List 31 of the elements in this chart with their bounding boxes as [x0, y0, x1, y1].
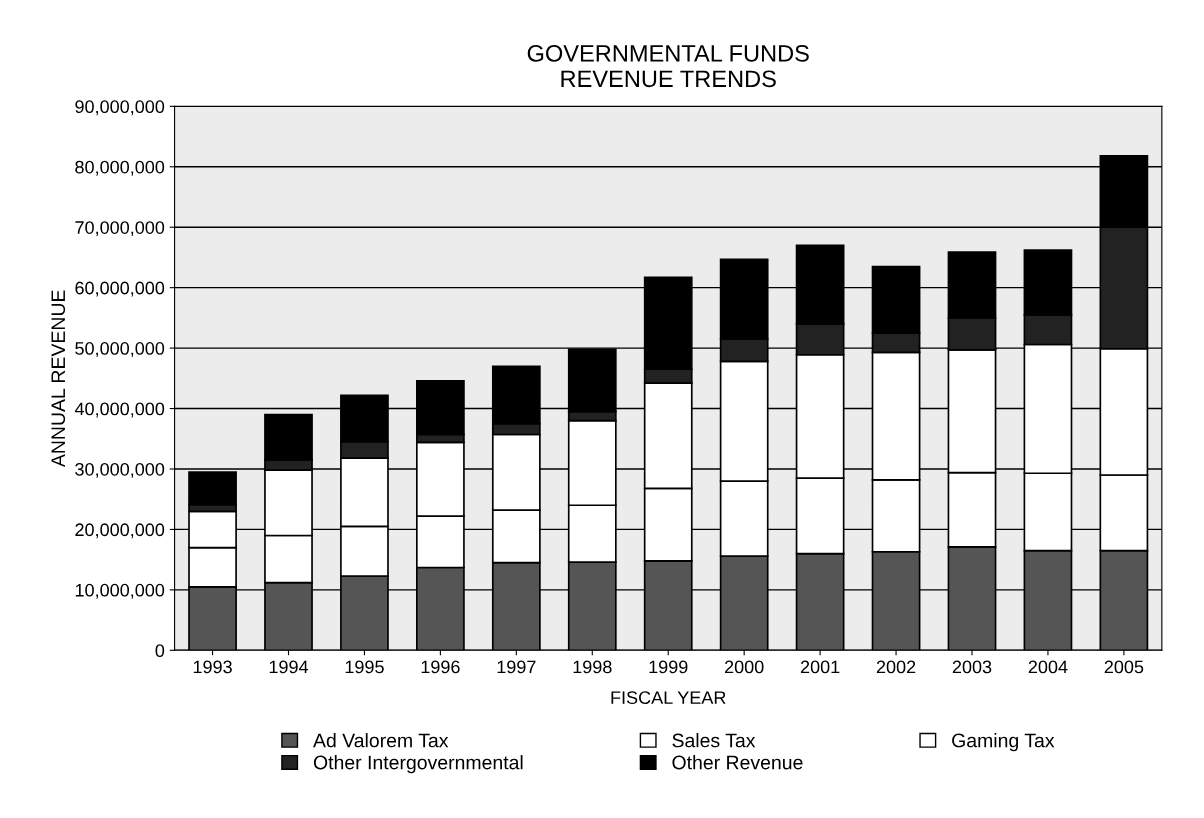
- y-axis-title: ANNUAL REVENUE: [51, 290, 66, 468]
- x-axis-title: FISCAL YEAR: [611, 691, 726, 705]
- chart-title: GOVERNMENTAL FUNDS REVENUE TRENDS: [527, 44, 809, 88]
- legend-label: Other Intergovernmental: [313, 755, 523, 774]
- y-tick-label: 80,000,000: [75, 160, 165, 176]
- y-tick-label: 20,000,000: [75, 523, 165, 539]
- x-tick-label: 1994: [269, 660, 309, 674]
- legend-label: Sales Tax: [672, 733, 756, 748]
- x-tick-label: 1997: [497, 660, 536, 674]
- x-tick-label: 1996: [421, 660, 460, 674]
- x-tick-label: 2005: [1104, 660, 1144, 674]
- x-tick-label: 1999: [649, 660, 688, 674]
- y-tick-label: 10,000,000: [75, 583, 165, 599]
- y-tick-label: 70,000,000: [75, 221, 165, 237]
- legend-label: Ad Valorem Tax: [313, 733, 449, 748]
- y-tick-label: 60,000,000: [75, 281, 165, 297]
- x-tick-label: 2001: [800, 660, 840, 674]
- legend-label: Other Revenue: [672, 755, 803, 770]
- y-tick-label: 40,000,000: [74, 402, 165, 418]
- x-tick-label: 2003: [952, 660, 992, 674]
- x-tick-label: 1993: [193, 660, 232, 674]
- y-tick-label: 50,000,000: [75, 342, 165, 357]
- legend-label: Gaming Tax: [952, 733, 1055, 752]
- x-tick-label: 2000: [724, 660, 764, 674]
- x-tick-label: 1998: [573, 660, 612, 674]
- y-tick-label: 90,000,000: [75, 100, 165, 116]
- y-tick-label: 30,000,000: [75, 462, 165, 478]
- x-tick-label: 2002: [876, 660, 916, 674]
- y-tick-label: 0: [155, 644, 165, 658]
- x-tick-label: 2004: [1028, 660, 1068, 674]
- x-tick-label: 1995: [345, 660, 384, 674]
